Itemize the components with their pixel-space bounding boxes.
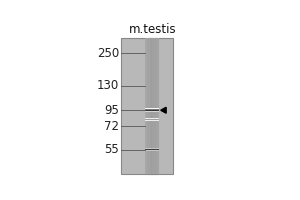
Text: 250: 250 [97,47,119,60]
Bar [121,38,173,174]
Text: m.testis: m.testis [128,23,176,36]
Bar [145,38,159,174]
Text: 95: 95 [104,104,119,117]
Text: 130: 130 [97,79,119,92]
Text: 55: 55 [104,143,119,156]
Polygon shape [161,107,166,113]
Text: 72: 72 [104,120,119,133]
